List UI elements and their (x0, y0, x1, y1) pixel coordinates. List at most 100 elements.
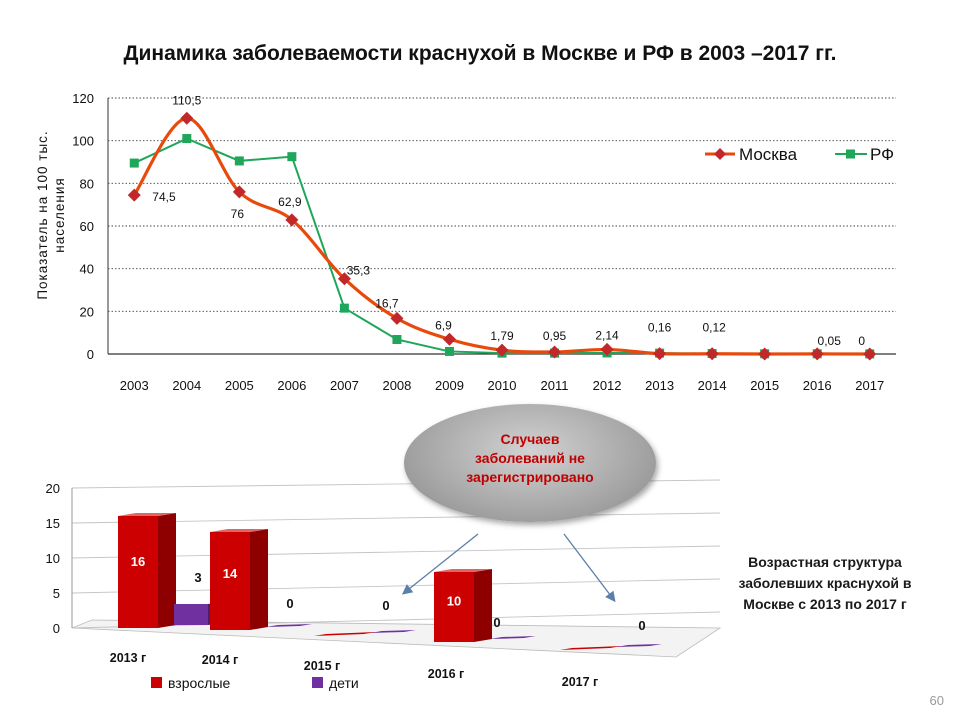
data-label-moscow-2007: 35,3 (347, 264, 371, 278)
rf-point-2009 (444, 346, 454, 356)
legend-label-adults: взрослые (168, 675, 231, 691)
bar-children-2016 г (490, 636, 536, 639)
bar-adults-top (210, 529, 268, 532)
data-label-children-2015 г: 0 (286, 596, 293, 611)
rf-point-2004 (182, 134, 192, 144)
moscow-point-2007 (337, 272, 351, 286)
bar-adults-side (250, 529, 268, 630)
data-label-moscow-2010: 1,79 (490, 329, 514, 343)
bar-gridline-0 (71, 611, 721, 629)
bar-adults-side (158, 513, 176, 628)
y-tick-label: 40 (80, 262, 94, 277)
callout-line-2: заболеваний не (475, 450, 585, 466)
bar-category-label: 2013 г (110, 651, 147, 665)
data-label-moscow-2006: 62,9 (278, 195, 302, 209)
callout-line-3: зарегистрировано (466, 469, 594, 485)
moscow-point-2008 (390, 311, 404, 325)
data-label-adults-2016 г: 10 (447, 594, 461, 609)
moscow-point-2010 (495, 343, 509, 357)
x-tick-label: 2010 (488, 378, 517, 393)
x-tick-label: 2017 (855, 378, 884, 393)
data-label-moscow-2014: 0,12 (702, 321, 726, 335)
moscow-point-2016 (810, 347, 824, 361)
rf-point-2003 (129, 158, 139, 168)
y-tick-label: 0 (87, 347, 94, 362)
moscow-point-2006 (285, 213, 299, 227)
x-tick-label: 2003 (120, 378, 149, 393)
data-label-moscow-2012: 2,14 (595, 328, 619, 342)
bar-adults-2014 г (210, 532, 250, 630)
x-tick-label: 2014 (698, 378, 727, 393)
x-tick-label: 2015 (750, 378, 779, 393)
callout-line-1: Случаев (500, 431, 560, 447)
bar-adults-side (474, 569, 492, 642)
legend-marker-rf (846, 149, 855, 159)
rf-point-2007 (339, 303, 349, 313)
bar-y-tick-label: 15 (46, 516, 60, 531)
incidence-line-chart: 0 20 40 60 80 100 120 2003 2004 2005 2006 2007 2008 2… (72, 91, 896, 393)
moscow-point-2003 (127, 188, 141, 202)
legend-label-children: дети (329, 675, 359, 691)
y-tick-label: 60 (80, 219, 94, 234)
rf-point-2005 (234, 156, 244, 166)
moscow-point-2017 (863, 347, 877, 361)
bar-adults-2013 г (118, 516, 158, 628)
y-tick-label: 100 (72, 134, 94, 149)
age-structure-note: Возрастная структура заболевших краснухо… (722, 552, 928, 615)
data-label-moscow-2008: 16,7 (375, 296, 399, 310)
x-tick-label: 2011 (541, 378, 569, 393)
x-tick-label: 2012 (593, 378, 622, 393)
note-line-1: Возрастная структура (748, 554, 902, 570)
legend-label-moscow: Москва (739, 145, 798, 164)
x-tick-label: 2006 (277, 378, 306, 393)
x-tick-label: 2009 (435, 378, 464, 393)
bar-children-2015 г (370, 630, 416, 633)
y-tick-label: 20 (80, 304, 94, 319)
bar-y-tick-label: 20 (46, 481, 60, 496)
data-label-children-2013 г: 3 (194, 570, 201, 585)
moscow-point-2011 (548, 345, 562, 359)
data-label-children-2016-inside: 0 (493, 615, 500, 630)
legend-label-rf: РФ (870, 145, 894, 164)
data-label-children-2016 г: 0 (382, 598, 389, 613)
data-label-children-2017 г: 0 (638, 618, 645, 633)
moscow-point-2013 (653, 347, 667, 361)
bar-children-2013 г (174, 604, 208, 625)
bar-gridline-15 (71, 512, 721, 524)
bar-y-tick-label: 0 (53, 621, 60, 636)
moscow-point-2009 (442, 332, 456, 346)
x-tick-label: 2013 (645, 378, 674, 393)
no-cases-callout: Случаев заболеваний не зарегистрировано (404, 404, 656, 522)
moscow-point-2012 (600, 342, 614, 356)
data-label-adults-2013 г: 16 (131, 554, 145, 569)
bar-children-2017 г (616, 644, 662, 647)
legend-swatch-children (312, 677, 323, 688)
page-title: Динамика заболеваемости краснухой в Моск… (123, 42, 837, 65)
bar-y-tick-label: 5 (53, 586, 60, 601)
moscow-point-2015 (758, 347, 772, 361)
note-line-3: Москве с 2013 по 2017 г (743, 596, 907, 612)
data-label-adults-2014 г: 14 (223, 566, 238, 581)
moscow-point-2004 (180, 111, 194, 125)
moscow-point-2014 (705, 347, 719, 361)
bar-children-2014 г (266, 624, 312, 627)
bar-y-tick-label: 10 (46, 551, 60, 566)
legend-swatch-adults (151, 677, 162, 688)
y-tick-label: 80 (80, 176, 94, 191)
data-label-moscow-2016: 0,05 (818, 334, 842, 348)
data-label-moscow-2005: 76 (231, 207, 245, 221)
bar-category-label: 2016 г (428, 667, 465, 681)
bar-adults-top (118, 513, 176, 516)
data-label-moscow-2009: 6,9 (435, 318, 452, 332)
bar-adults-2017 г (560, 646, 622, 650)
y-tick-label: 120 (72, 91, 94, 106)
x-tick-label: 2004 (172, 378, 201, 393)
data-label-moscow-2017: 0 (858, 334, 865, 348)
no-cases-callout-text: Случаев заболеваний не зарегистрировано (404, 430, 656, 487)
x-tick-label: 2008 (382, 378, 411, 393)
rf-point-2008 (392, 334, 402, 344)
bar-category-label: 2017 г (562, 675, 599, 689)
rf-point-2006 (287, 152, 297, 162)
